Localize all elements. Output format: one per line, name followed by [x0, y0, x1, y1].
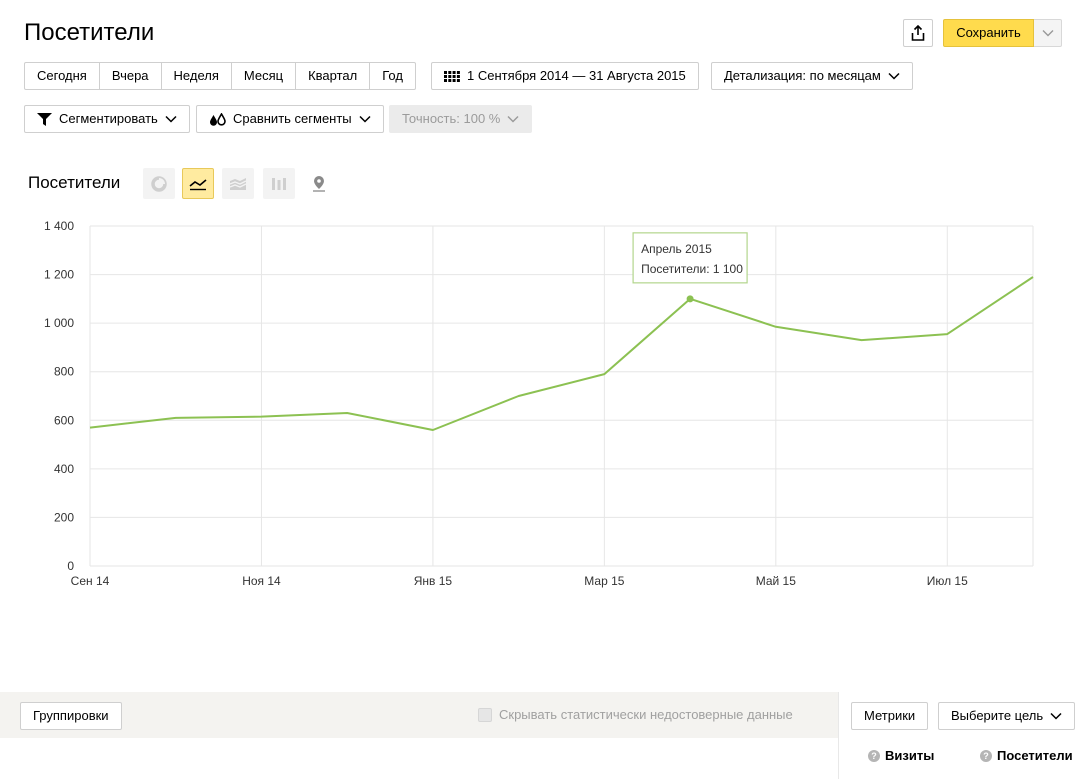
metrics-button[interactable]: Метрики	[851, 702, 929, 730]
line-chart-icon	[189, 178, 207, 190]
y-tick-label: 600	[54, 413, 74, 427]
help-icon[interactable]: ?	[868, 749, 880, 762]
chart-grid	[89, 225, 1034, 567]
column-visitors[interactable]: ? Посетители	[980, 748, 1073, 763]
period-quarter[interactable]: Квартал	[296, 63, 371, 89]
chevron-down-icon	[507, 115, 519, 123]
compare-segments-dropdown[interactable]: Сравнить сегменты	[196, 105, 384, 133]
help-icon[interactable]: ?	[980, 749, 992, 762]
line-chart: 0 200 400 600 800 1 000 1 200 1 400 Сен 14 Ноя 1…	[44, 219, 1034, 588]
y-tick-label: 200	[54, 510, 74, 524]
chart-type-map[interactable]	[303, 168, 335, 199]
hide-unreliable-checkbox[interactable]	[478, 708, 492, 722]
y-tick-label: 0	[67, 559, 74, 573]
x-axis-ticks: Сен 14 Ноя 14 Янв 15 Мар 15 Май 15 Июл 15	[71, 574, 968, 588]
goal-label: Выберите цель	[951, 708, 1044, 723]
y-tick-label: 1 400	[44, 219, 74, 233]
calendar-icon	[444, 70, 460, 82]
area-chart-icon	[229, 177, 247, 190]
compare-label: Сравнить сегменты	[233, 111, 352, 126]
x-tick-label: Июл 15	[927, 574, 968, 588]
segment-label: Сегментировать	[59, 111, 158, 126]
y-axis-ticks: 0 200 400 600 800 1 000 1 200 1 400	[44, 219, 74, 573]
chart-type-bar[interactable]	[263, 168, 295, 199]
chevron-down-icon	[165, 115, 177, 123]
period-selector: Сегодня Вчера Неделя Месяц Квартал Год	[24, 62, 416, 90]
date-range-label: 1 Сентября 2014 — 31 Августа 2015	[467, 68, 686, 83]
tooltip-box	[632, 232, 748, 284]
save-button[interactable]: Сохранить	[943, 19, 1034, 47]
accuracy-dropdown[interactable]: Точность: 100 %	[389, 105, 533, 133]
x-tick-label: Янв 15	[414, 574, 453, 588]
tooltip-value: Посетители: 1 100	[641, 262, 743, 276]
tooltip-title: Апрель 2015	[641, 242, 712, 256]
detail-label: Детализация: по месяцам	[724, 68, 881, 83]
x-tick-label: Май 15	[756, 574, 797, 588]
chevron-down-icon	[888, 72, 900, 80]
chevron-down-icon	[1050, 712, 1062, 720]
chart-type-pie[interactable]	[143, 168, 175, 199]
map-pin-icon	[313, 176, 325, 192]
column-visitors-label: Посетители	[997, 748, 1073, 763]
column-visits[interactable]: ? Визиты	[868, 748, 934, 763]
y-tick-label: 400	[54, 462, 74, 476]
period-week[interactable]: Неделя	[162, 63, 232, 89]
chart-series	[89, 276, 1034, 431]
share-button[interactable]	[903, 19, 933, 47]
period-yesterday[interactable]: Вчера	[100, 63, 162, 89]
share-icon	[911, 25, 925, 41]
chart-type-line[interactable]	[182, 168, 214, 199]
chart-type-area[interactable]	[222, 168, 254, 199]
bar-chart-icon	[272, 177, 286, 190]
goal-dropdown[interactable]: Выберите цель	[938, 702, 1076, 730]
accuracy-label: Точность: 100 %	[402, 111, 501, 126]
save-menu-button[interactable]	[1034, 19, 1062, 47]
hide-unreliable-label: Скрывать статистически недостоверные дан…	[499, 707, 793, 722]
period-month[interactable]: Месяц	[232, 63, 297, 89]
date-range-button[interactable]: 1 Сентября 2014 — 31 Августа 2015	[431, 62, 699, 90]
chart-tooltip: Апрель 2015 Посетители: 1 100	[632, 232, 748, 284]
column-visits-label: Визиты	[885, 748, 935, 763]
period-year[interactable]: Год	[382, 68, 403, 83]
filter-icon	[37, 112, 52, 126]
groupings-button[interactable]: Группировки	[20, 702, 122, 730]
x-tick-label: Ноя 14	[242, 574, 281, 588]
x-tick-label: Мар 15	[584, 574, 624, 588]
y-tick-label: 1 000	[44, 316, 74, 330]
detail-dropdown[interactable]: Детализация: по месяцам	[711, 62, 913, 90]
chevron-down-icon	[1042, 30, 1053, 37]
chart-title: Посетители	[28, 173, 121, 192]
segment-dropdown[interactable]: Сегментировать	[24, 105, 190, 133]
y-tick-label: 1 200	[44, 268, 74, 282]
compare-drops-icon	[210, 112, 226, 126]
chevron-down-icon	[359, 115, 371, 123]
page-title: Посетители	[24, 19, 155, 46]
pie-chart-icon	[151, 175, 167, 192]
series-line	[89, 276, 1034, 431]
x-tick-label: Сен 14	[71, 574, 110, 588]
y-tick-label: 800	[54, 365, 74, 379]
highlighted-point	[686, 295, 694, 303]
period-today[interactable]: Сегодня	[25, 63, 100, 89]
